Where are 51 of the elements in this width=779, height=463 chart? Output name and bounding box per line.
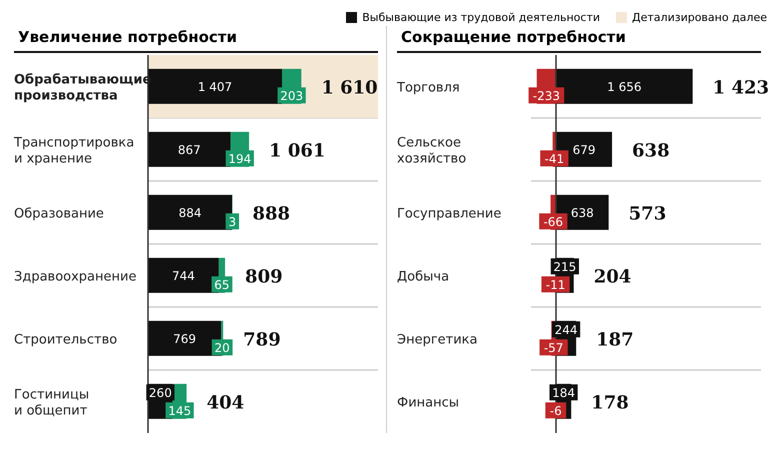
y-tick-label: Образование xyxy=(14,206,104,222)
y-tick-label: Сельское хозяйство xyxy=(397,136,466,166)
data-label: 184 xyxy=(552,386,576,400)
data-label: 215 xyxy=(553,260,576,274)
data-label: -233 xyxy=(532,88,560,103)
data-label: 203 xyxy=(280,88,304,103)
total-label: 809 xyxy=(245,266,283,288)
data-label: 3 xyxy=(228,214,236,229)
total-label: 789 xyxy=(243,329,281,350)
chart-title: Увеличение потребности xyxy=(14,26,378,53)
y-tick-label: Здравоохранение xyxy=(14,270,136,284)
total-label: 1 061 xyxy=(269,140,326,162)
data-label: 744 xyxy=(172,268,195,283)
data-label: 244 xyxy=(554,322,578,337)
total-label: 404 xyxy=(206,392,244,414)
y-tick-label: Госуправление xyxy=(397,206,502,222)
data-label: 260 xyxy=(148,386,172,400)
y-tick-label: Гостиницы и общепит xyxy=(14,388,90,418)
y-tick-label: Торговля xyxy=(396,80,460,96)
legend-label: Детализировано далее xyxy=(631,10,767,26)
total-label: 204 xyxy=(594,266,632,288)
total-label: 888 xyxy=(252,203,290,224)
y-tick-label: Строительство xyxy=(14,332,118,348)
data-label: 638 xyxy=(570,206,594,220)
data-label: 1 656 xyxy=(607,80,642,94)
data-label: 679 xyxy=(572,142,596,157)
chart-title: Сокращение потребности xyxy=(397,26,761,53)
data-label: -41 xyxy=(544,152,564,166)
data-label: 1 407 xyxy=(198,80,232,94)
y-tick-label: Добыча xyxy=(397,270,450,284)
legend-label: Выбывающие из трудовой деятельности xyxy=(361,10,600,26)
total-label: 1 423 xyxy=(712,77,770,98)
data-label: 867 xyxy=(178,142,201,157)
total-label: 187 xyxy=(596,329,634,350)
data-label: 65 xyxy=(214,278,230,292)
total-label: 178 xyxy=(591,392,629,414)
y-tick-label: Финансы xyxy=(397,396,460,410)
data-label: 145 xyxy=(168,404,192,418)
data-label: -6 xyxy=(550,404,562,418)
data-label: -11 xyxy=(546,278,566,292)
data-label: 769 xyxy=(173,332,196,346)
data-label: -66 xyxy=(543,214,564,229)
total-label: 573 xyxy=(628,203,666,224)
data-label: 194 xyxy=(228,152,252,166)
total-label: 638 xyxy=(632,140,670,162)
total-label: 1 610 xyxy=(321,77,378,98)
data-label: 884 xyxy=(178,206,202,220)
y-tick-label: Энергетика xyxy=(397,332,478,348)
data-label: 20 xyxy=(214,340,230,355)
y-tick-label: Транспортировка и хранение xyxy=(13,136,134,166)
data-label: -57 xyxy=(544,340,564,355)
